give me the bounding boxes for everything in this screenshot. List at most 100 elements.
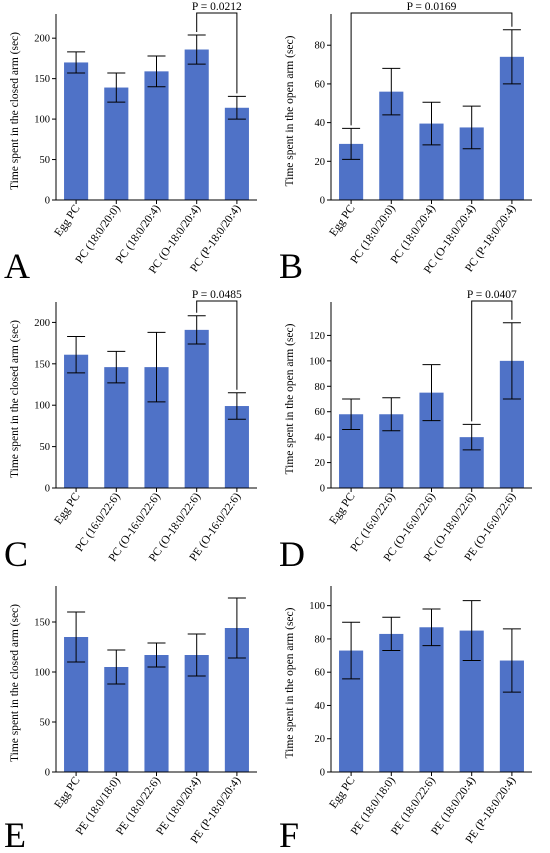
error-bar xyxy=(462,600,481,662)
error-bar xyxy=(227,95,246,120)
panel-label: C xyxy=(4,534,28,574)
y-axis-title: Time spent in the open arm (sec) xyxy=(284,35,296,186)
y-tick-label: 50 xyxy=(40,155,51,166)
y-tick-label: 0 xyxy=(45,484,50,495)
y-axis-title: Time spent in the closed arm (sec) xyxy=(9,604,21,762)
bar xyxy=(184,329,209,488)
error-bar xyxy=(67,335,86,374)
y-tick-label: 80 xyxy=(315,41,326,52)
panel-label: B xyxy=(279,246,303,286)
y-tick-label: 20 xyxy=(315,157,326,168)
y-tick-label: 60 xyxy=(315,79,326,90)
panel-label: F xyxy=(279,815,299,853)
significance-label: P = 0.0407 xyxy=(467,289,517,301)
bar xyxy=(104,87,129,200)
error-bar xyxy=(422,608,441,647)
y-tick-label: 50 xyxy=(40,442,51,453)
bar xyxy=(144,655,169,772)
y-tick-label: 0 xyxy=(320,484,325,495)
error-bar xyxy=(107,350,126,384)
bar xyxy=(419,627,444,772)
y-tick-label: 0 xyxy=(320,768,325,779)
y-axis-title: Time spent in the closed arm (sec) xyxy=(9,32,21,190)
y-tick-label: 100 xyxy=(309,356,325,367)
bar xyxy=(64,62,89,200)
bar xyxy=(144,71,169,200)
error-bar xyxy=(67,51,86,74)
y-tick-label: 20 xyxy=(315,458,326,469)
y-tick-label: 40 xyxy=(315,433,326,444)
y-tick-label: 150 xyxy=(34,359,50,370)
y-tick-label: 40 xyxy=(315,701,326,712)
y-tick-label: 80 xyxy=(315,634,326,645)
error-bar xyxy=(187,315,206,345)
error-bar xyxy=(342,621,361,680)
error-bar xyxy=(107,649,126,685)
error-bar xyxy=(462,423,481,451)
error-bar xyxy=(342,127,361,160)
error-bar xyxy=(227,597,246,659)
y-tick-label: 20 xyxy=(315,734,326,745)
bar xyxy=(104,367,129,488)
significance-bracket xyxy=(350,12,513,126)
y-tick-label: 0 xyxy=(320,196,325,207)
error-bar xyxy=(502,322,521,400)
y-tick-label: 0 xyxy=(45,196,50,207)
error-bar xyxy=(422,101,441,146)
x-tick-label: Egg PC xyxy=(52,491,82,527)
panel-label: A xyxy=(4,246,30,286)
y-tick-label: 150 xyxy=(34,618,50,629)
y-tick-label: 0 xyxy=(45,768,50,779)
y-tick-label: 100 xyxy=(34,115,50,126)
error-bar xyxy=(227,392,246,420)
error-bar xyxy=(382,397,401,432)
y-tick-label: 40 xyxy=(315,118,326,129)
significance-bracket xyxy=(471,300,513,422)
significance-label: P = 0.0485 xyxy=(192,289,242,301)
error-bar xyxy=(342,398,361,431)
error-bar xyxy=(147,55,166,88)
y-tick-label: 120 xyxy=(309,331,325,342)
y-axis-title: Time spent in the open arm (sec) xyxy=(284,607,296,758)
error-bar xyxy=(382,67,401,116)
error-bar xyxy=(187,34,206,65)
y-tick-label: 150 xyxy=(34,74,50,85)
error-bar xyxy=(502,628,521,693)
y-tick-label: 50 xyxy=(40,718,51,729)
y-tick-label: 200 xyxy=(34,34,50,45)
error-bar xyxy=(462,105,481,150)
x-tick-label: Egg PC xyxy=(327,491,357,527)
x-tick-label: Egg PC xyxy=(327,203,357,239)
significance-bracket xyxy=(196,300,238,390)
x-tick-label: Egg PC xyxy=(327,775,357,811)
y-axis-title: Time spent in the closed arm (sec) xyxy=(9,320,21,478)
error-bar xyxy=(67,611,86,663)
bar xyxy=(184,49,209,200)
panel-label: D xyxy=(279,534,305,574)
bar xyxy=(379,633,404,772)
error-bar xyxy=(107,72,126,103)
y-tick-label: 200 xyxy=(34,318,50,329)
bar xyxy=(64,354,89,488)
error-bar xyxy=(502,29,521,85)
panel-label: E xyxy=(4,815,26,853)
error-bar xyxy=(147,331,166,403)
error-bar xyxy=(422,364,441,422)
significance-bracket xyxy=(196,12,238,94)
error-bar xyxy=(147,642,166,668)
x-tick-label: Egg PC xyxy=(52,203,82,239)
y-tick-label: 60 xyxy=(315,407,326,418)
y-axis-title: Time spent in the open arm (sec) xyxy=(284,323,296,474)
x-tick-label: Egg PC xyxy=(52,775,82,811)
y-tick-label: 100 xyxy=(309,601,325,612)
y-tick-label: 100 xyxy=(34,401,50,412)
y-tick-label: 60 xyxy=(315,668,326,679)
bar xyxy=(224,107,249,200)
